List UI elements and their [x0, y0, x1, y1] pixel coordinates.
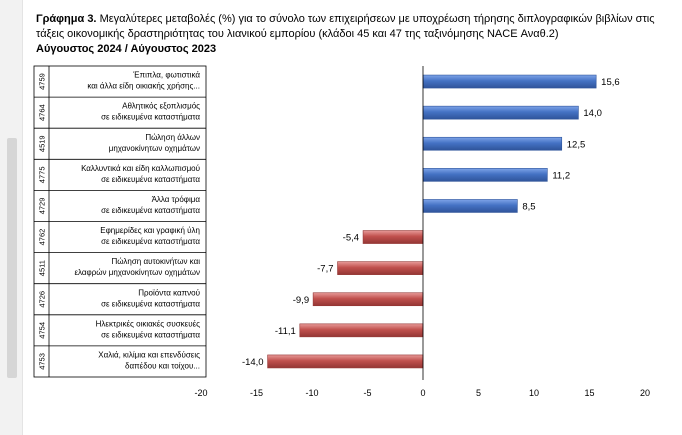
bar: [362, 230, 424, 244]
category-label-line: Άλλα τρόφιμα: [152, 195, 201, 204]
x-tick-label: 15: [584, 388, 594, 398]
data-label: 14,0: [583, 108, 602, 119]
category-label-line: Προϊόντα καπνού: [138, 288, 200, 297]
x-tick-label: -10: [305, 388, 318, 398]
category-label-line: Πώληση αυτοκινήτων και: [112, 257, 201, 266]
category-code: 4753: [38, 353, 47, 370]
category-code: 4754: [38, 322, 47, 339]
bar: [312, 292, 424, 307]
category-label-line: Αθλητικός εξοπλισμός: [122, 102, 200, 111]
chart-title-label: Γράφημα 3.: [36, 13, 97, 25]
category-label-line: Χαλιά, κιλίμια και επενδύσεις: [98, 350, 200, 359]
data-label: 15,6: [601, 77, 620, 88]
category-label-line: Πώληση άλλων: [145, 133, 200, 142]
category-label-line: σε ειδικευμένα καταστήματα: [101, 299, 200, 308]
category-label-line: σε ειδικευμένα καταστήματα: [101, 113, 200, 122]
category-label-line: Καλλυντικά και είδη καλλωπισμού: [81, 164, 200, 173]
bar: [422, 74, 597, 89]
bar: [299, 323, 424, 338]
vertical-scrollbar[interactable]: [0, 0, 23, 435]
category-code: 4511: [38, 260, 47, 276]
bar: [422, 136, 563, 151]
x-tick-label: -20: [194, 388, 207, 398]
chart-title-line-1: Γράφημα 3. Μεγαλύτερες μεταβολές (%) για…: [36, 12, 666, 27]
data-label: 8,5: [522, 201, 535, 212]
bar: [422, 199, 518, 213]
data-label: -7,7: [317, 264, 333, 275]
bar: [267, 354, 424, 369]
data-label: -14,0: [242, 357, 264, 368]
data-label: -11,1: [275, 326, 296, 337]
x-tick-label: 0: [420, 388, 425, 398]
category-label-line: σε ειδικευμένα καταστήματα: [101, 237, 200, 246]
x-tick-label: 20: [640, 388, 650, 398]
category-code: 4729: [38, 198, 47, 215]
category-code: 4726: [38, 291, 47, 308]
axes-group: -20 -15 -10 -5 0 5 10 15 20: [194, 66, 650, 398]
category-label-table: 4759 Έπιπλα, φωτιστικά και άλλα είδη οικια…: [33, 65, 207, 378]
data-label: -5,4: [343, 233, 359, 244]
bar: [422, 168, 548, 182]
category-code: 4519: [38, 135, 47, 152]
category-label-line: σε ειδικευμένα καταστήματα: [101, 206, 200, 215]
category-label-line: σε ειδικευμένα καταστήματα: [101, 175, 200, 184]
category-label-line: Έπιπλα, φωτιστικά: [132, 71, 200, 80]
chart-title-block: Γράφημα 3. Μεγαλύτερες μεταβολές (%) για…: [36, 12, 666, 57]
chart-title-line-2: τάξεις οικονομικής δραστηριότητας του λι…: [36, 28, 559, 40]
category-code: 4762: [38, 229, 47, 246]
category-label-line: ελαφρών μηχανοκίνητων οχημάτων: [74, 268, 200, 277]
data-label: 11,2: [552, 170, 570, 181]
x-tick-label: 10: [529, 388, 539, 398]
category-label-line: δαπέδου και τοίχου...: [125, 361, 200, 370]
bar: [422, 105, 579, 120]
bar: [337, 261, 424, 275]
chart-title-text-1: Μεγαλύτερες μεταβολές (%) για το σύνολο …: [99, 13, 655, 25]
category-code: 4759: [38, 73, 47, 90]
x-tick-label: 5: [476, 388, 481, 398]
category-label-line: μηχανοκίνητων οχημάτων: [109, 144, 200, 153]
category-label-line: και άλλα είδη οικιακής χρήσης...: [87, 82, 200, 91]
data-label: -9,9: [293, 295, 309, 306]
scrollbar-thumb[interactable]: [7, 138, 17, 378]
x-tick-label: -5: [363, 388, 371, 398]
data-label: 12,5: [567, 139, 586, 150]
x-tick-label: -15: [250, 388, 263, 398]
category-label-line: Ηλεκτρικές οικιακές συσκευές: [96, 319, 201, 328]
chart-subtitle: Αύγουστος 2024 / Αύγουστος 2023: [36, 43, 217, 55]
category-label-line: Εφημερίδες και γραφική ύλη: [100, 226, 200, 235]
category-label-line: σε ειδικευμένα καταστήματα: [101, 330, 200, 339]
bars-group: 15,6 14,0 12,5 11,2 8,5 -5,4 -7,7 -9,9 -11,1 -14,…: [242, 74, 620, 369]
category-code: 4775: [38, 167, 47, 184]
category-code: 4764: [38, 104, 47, 121]
